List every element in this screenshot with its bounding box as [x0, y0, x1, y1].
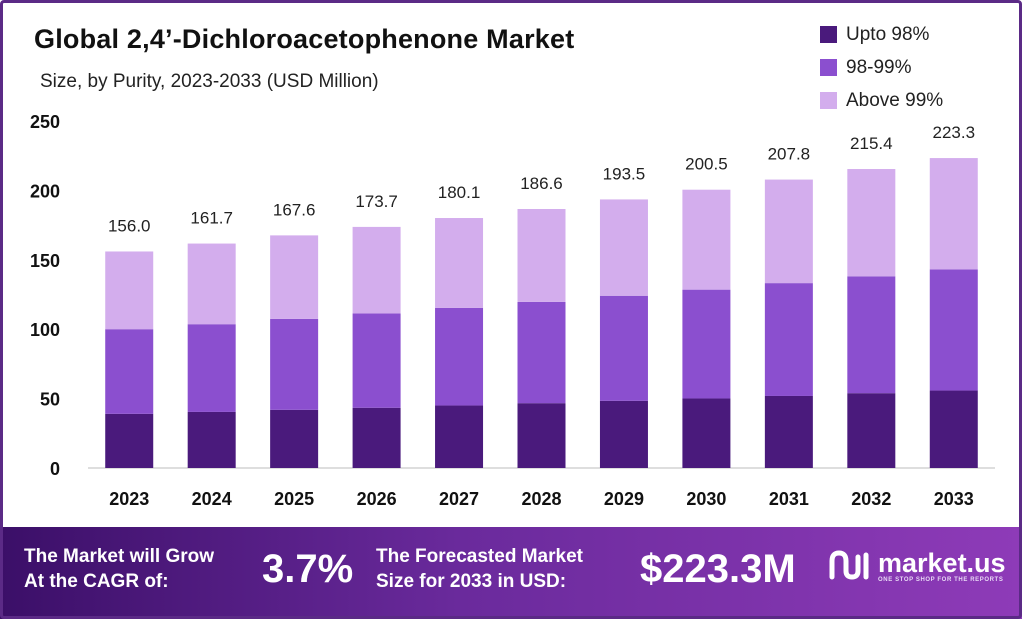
legend-swatch-98-99 [820, 59, 837, 76]
bar-segment [105, 329, 154, 414]
forecast-label-line1: The Forecasted Market [376, 546, 583, 567]
bar-segment [929, 158, 978, 270]
bar-segment [105, 251, 154, 330]
bar-segment [517, 403, 566, 468]
bar-segment [435, 307, 484, 406]
brand-tagline: ONE STOP SHOP FOR THE REPORTS [878, 577, 1004, 583]
bar-segment [929, 269, 978, 391]
bar-total-label: 200.5 [685, 155, 728, 174]
y-tick-label: 250 [30, 112, 60, 132]
bar-segment [682, 398, 731, 468]
bar-segment [764, 395, 813, 468]
bar-segment [599, 295, 648, 401]
bar-total-label: 161.7 [190, 209, 233, 228]
bar-segment [187, 324, 236, 412]
legend-swatch-upto-98 [820, 26, 837, 43]
y-tick-label: 100 [30, 320, 60, 340]
bar-segment [517, 208, 566, 302]
bar-segment [847, 393, 896, 468]
bar-segment [270, 235, 319, 319]
summary-banner: The Market will Grow At the CAGR of: 3.7… [0, 527, 1022, 619]
forecast-label: The Forecasted Market Size for 2033 in U… [376, 544, 583, 594]
bar-segment [352, 313, 401, 408]
bar-segment [682, 189, 731, 290]
stacked-bar-chart: 0 50 100 150 200 250 156.0 2023 161.7 2024 167.6 20… [30, 112, 995, 509]
bar-segment [847, 276, 896, 394]
x-tick-label: 2028 [521, 489, 561, 509]
y-tick-label: 150 [30, 251, 60, 271]
bar-segment [847, 169, 896, 277]
bar-total-label: 193.5 [603, 164, 646, 183]
brand-text: market.us ONE STOP SHOP FOR THE REPORTS [878, 549, 1006, 583]
legend-label: 98-99% [846, 56, 912, 78]
bar-segment [435, 218, 484, 308]
legend-item-98-99: 98-99% [820, 51, 943, 84]
legend-swatch-above-99 [820, 92, 837, 109]
bar-segment [929, 390, 978, 468]
cagr-label-line1: The Market will Grow [24, 546, 215, 567]
bar-segment [187, 411, 236, 468]
bar-segment [599, 199, 648, 296]
bar-segment [187, 243, 236, 325]
bar-total-label: 180.1 [438, 183, 481, 202]
bar-segment [599, 400, 648, 468]
bar-total-label: 215.4 [850, 134, 893, 153]
chart-title: Global 2,4’-Dichloroacetophenone Market [34, 24, 575, 54]
bar-segment [517, 301, 566, 404]
x-tick-label: 2029 [604, 489, 644, 509]
bar-segment [105, 413, 154, 468]
y-tick-label: 50 [40, 390, 60, 410]
bar-segment [764, 283, 813, 396]
legend-label: Upto 98% [846, 23, 930, 45]
x-tick-label: 2032 [851, 489, 891, 509]
forecast-label-line2: Size for 2033 in USD: [376, 571, 567, 592]
brand-name: market.us [878, 548, 1006, 578]
y-tick-label: 0 [50, 459, 60, 479]
bar-segment [352, 226, 401, 314]
cagr-value: 3.7% [262, 547, 354, 591]
x-tick-label: 2023 [109, 489, 149, 509]
bar-total-label: 186.6 [520, 174, 563, 193]
x-tick-label: 2031 [769, 489, 809, 509]
bar-segment [352, 407, 401, 468]
bar-total-label: 207.8 [768, 145, 811, 164]
bar-segment [270, 409, 319, 468]
x-tick-label: 2024 [192, 489, 232, 509]
x-tick-label: 2025 [274, 489, 314, 509]
x-tick-label: 2030 [686, 489, 726, 509]
bar-total-label: 223.3 [932, 123, 975, 142]
legend: Upto 98% 98-99% Above 99% [820, 18, 943, 117]
legend-item-upto-98: Upto 98% [820, 18, 943, 51]
bar-total-label: 156.0 [108, 216, 151, 235]
legend-item-above-99: Above 99% [820, 84, 943, 117]
bar-segment [270, 318, 319, 410]
cagr-label: The Market will Grow At the CAGR of: [24, 544, 214, 594]
bar-total-label: 173.7 [355, 192, 398, 211]
bar-segment [764, 179, 813, 284]
legend-label: Above 99% [846, 89, 944, 111]
forecast-value: $223.3M [640, 547, 796, 591]
cagr-label-line2: At the CAGR of: [24, 571, 169, 592]
x-tick-label: 2027 [439, 489, 479, 509]
chart-subtitle: Size, by Purity, 2023-2033 (USD Million) [40, 71, 379, 92]
x-tick-label: 2033 [934, 489, 974, 509]
bar-segment [682, 289, 731, 399]
x-tick-label: 2026 [357, 489, 397, 509]
market-us-logo-icon [829, 550, 869, 580]
y-tick-label: 200 [30, 181, 60, 201]
bar-segment [435, 405, 484, 468]
brand-logo: market.us ONE STOP SHOP FOR THE REPORTS [828, 547, 1006, 585]
bar-total-label: 167.6 [273, 200, 316, 219]
